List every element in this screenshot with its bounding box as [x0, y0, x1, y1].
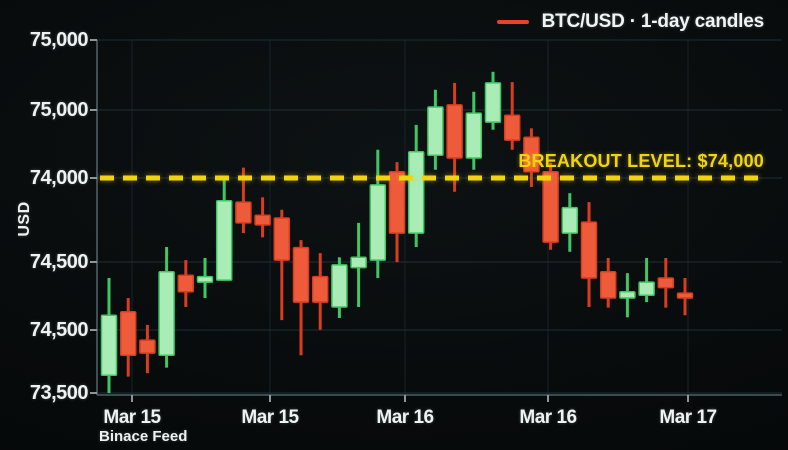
- legend-label: BTC/USD · 1-day candles: [541, 11, 765, 32]
- x-tick-label: Mar 17: [659, 407, 717, 428]
- legend: BTC/USD · 1-day candles: [496, 11, 765, 33]
- breakout-level-label: BREAKOUT LEVEL: $74,000: [518, 151, 764, 171]
- y-tick-label: 73,500: [29, 382, 89, 404]
- y-axis-title: USD: [16, 201, 33, 237]
- y-tick-label: 74,500: [29, 251, 89, 273]
- y-tick-label: 74,500: [29, 319, 89, 341]
- series-line-swatch-icon: [496, 20, 529, 24]
- x-tick-label: Mar 15: [241, 407, 299, 428]
- x-tick-label: Mar 16: [519, 407, 577, 428]
- y-tick-label: 75,000: [29, 99, 89, 121]
- y-tick-label: 75,000: [29, 29, 89, 51]
- y-tick-label: 74,000: [29, 167, 89, 189]
- x-tick-label: Mar 15: [103, 407, 161, 428]
- x-tick-label: Mar 16: [376, 407, 434, 428]
- data-source-caption: Binace Feed: [99, 428, 188, 445]
